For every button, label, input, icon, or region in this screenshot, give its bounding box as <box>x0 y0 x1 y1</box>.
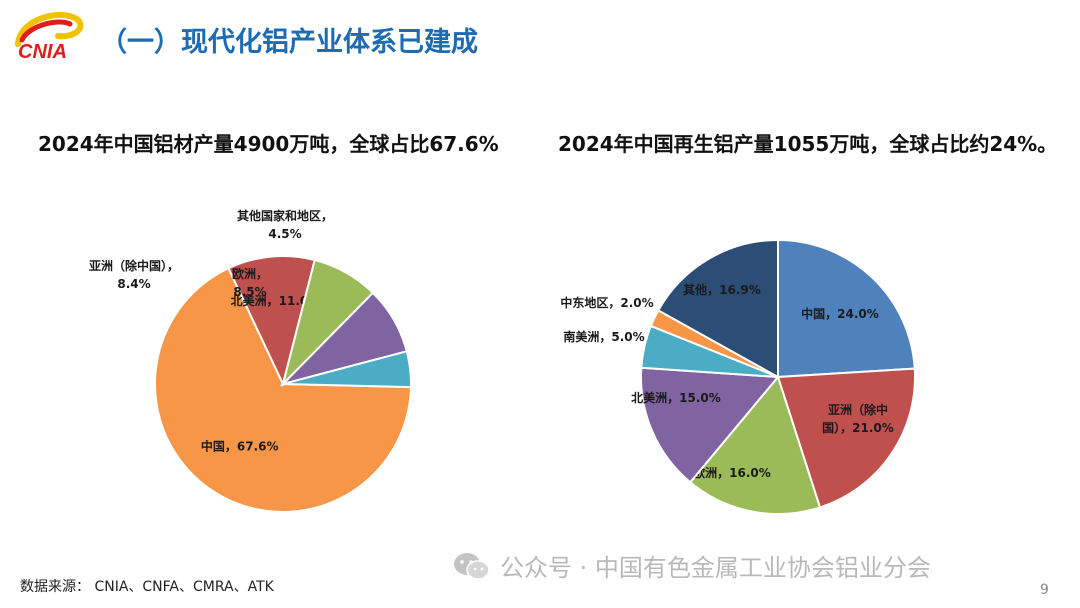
chart-title-recycled-aluminum: 2024年中国再生铝产量1055万吨，全球占比约24%。 <box>558 132 1058 156</box>
svg-text:CNIA: CNIA <box>18 41 67 63</box>
slice-label-0-0: 中国，67.6% <box>201 438 279 453</box>
pie-slice-0-0 <box>154 266 412 513</box>
cnia-logo: CNIA <box>8 6 88 66</box>
page-number: 9 <box>1040 582 1049 598</box>
chart-title-aluminum-output: 2024年中国铝材产量4900万吨，全球占比67.6% <box>38 132 499 156</box>
slice-label-0-1: 北美洲，11.0% <box>231 293 321 308</box>
wechat-icon <box>454 552 490 580</box>
slice-label-0-3: 欧洲， 8.5% <box>232 266 268 299</box>
pie-slice-0-4 <box>282 350 412 389</box>
watermark: 公众号 · 中国有色金属工业协会铝业分会 <box>452 548 931 583</box>
watermark-text: 公众号 · 中国有色金属工业协会铝业分会 <box>500 554 931 582</box>
slice-label-0-2: 亚洲（除中国）， 8.4% <box>89 258 179 291</box>
data-source: 数据来源： CNIA、CNFA、CMRA、ATK <box>20 579 274 595</box>
page-title: （一）现代化铝产业体系已建成 <box>100 27 478 58</box>
slice-label-0-4: 其他国家和地区， 4.5% <box>237 208 333 241</box>
pie-slice-0-1 <box>227 255 316 387</box>
